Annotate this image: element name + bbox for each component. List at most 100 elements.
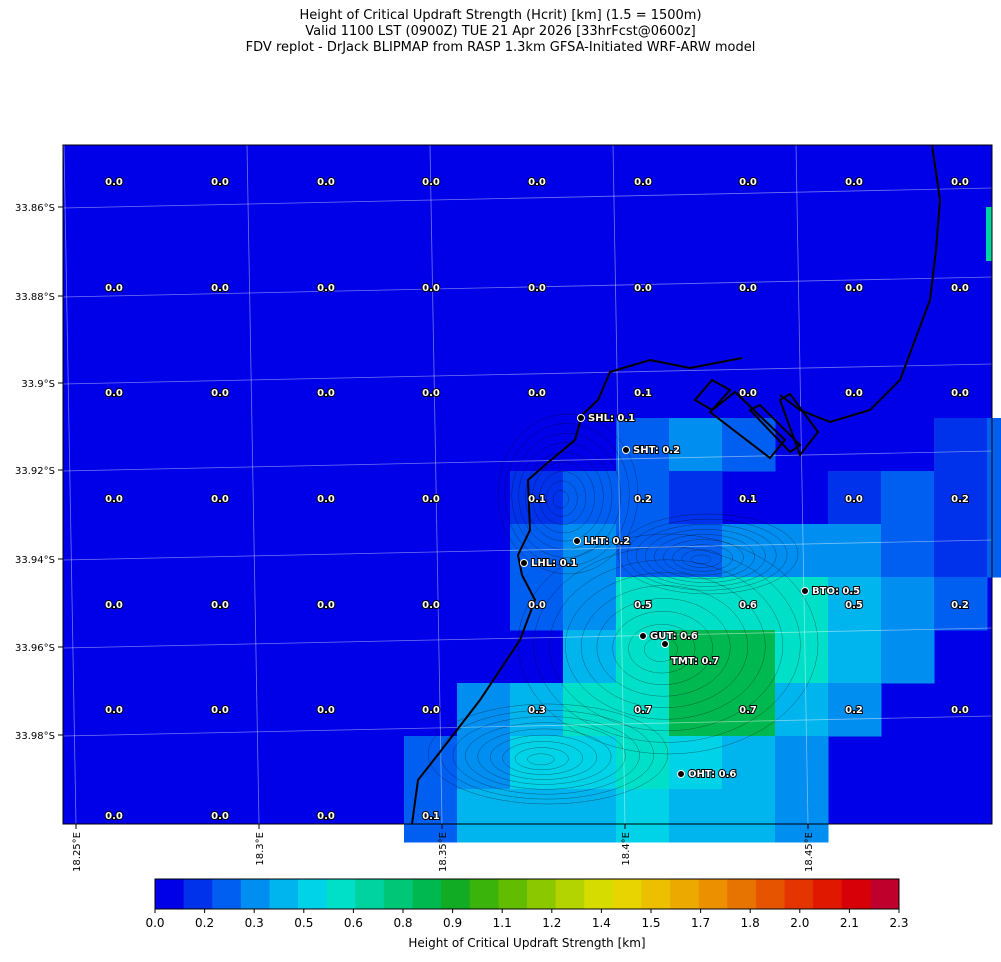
grid-value: 0.6	[739, 600, 757, 611]
grid-value: 0.1	[528, 494, 546, 505]
grid-value: 0.0	[105, 705, 123, 716]
latitude-line	[62, 276, 993, 298]
grid-value: 0.0	[105, 177, 123, 188]
latitude-line	[62, 450, 993, 472]
colorbar-swatch	[670, 879, 700, 909]
colorbar-swatch	[212, 879, 242, 909]
hcrit-cell	[457, 736, 511, 790]
contour-line	[681, 549, 723, 568]
hcrit-cell	[510, 683, 564, 737]
hcrit-cell	[934, 471, 988, 525]
grid-value: 0.2	[845, 705, 863, 716]
hcrit-cell	[510, 471, 564, 525]
hcrit-cell	[616, 418, 670, 472]
contour-line	[489, 734, 598, 780]
hcrit-cell	[722, 683, 776, 737]
hcrit-cell	[881, 577, 935, 631]
grid-value: 0.0	[528, 600, 546, 611]
grid-value: 0.2	[951, 494, 969, 505]
grid-value: 0.0	[211, 177, 229, 188]
contour-line	[643, 636, 678, 662]
station-marker	[520, 559, 528, 567]
hcrit-cell	[616, 789, 670, 843]
contour-line	[612, 611, 713, 685]
hcrit-cell	[881, 471, 935, 525]
colorbar-swatch	[498, 879, 528, 909]
hcrit-cell	[563, 577, 617, 631]
colorbar-swatch	[240, 879, 270, 909]
grid-value: 0.0	[105, 283, 123, 294]
grid-value: 0.1	[739, 494, 757, 505]
coastline	[411, 144, 942, 825]
colorbar-tick-label: 1.8	[741, 916, 760, 930]
hcrit-cell	[510, 789, 564, 843]
lon-tick-label: 18.3°E	[255, 832, 266, 866]
colorbar-swatch	[412, 879, 442, 909]
grid-value: 0.0	[317, 811, 335, 822]
hcrit-cell	[987, 524, 1001, 578]
hcrit-cell	[669, 789, 723, 843]
colorbar-swatch	[755, 879, 785, 909]
colorbar-swatch	[870, 879, 900, 909]
hcrit-cell	[775, 736, 829, 790]
colorbar-tick-label: 0.3	[245, 916, 264, 930]
grid-value: 0.0	[317, 705, 335, 716]
grid-value: 0.0	[317, 177, 335, 188]
grid-value: 0.0	[105, 600, 123, 611]
contour-line	[511, 432, 621, 558]
contour-line	[545, 480, 578, 517]
station-label: LHL: 0.1	[531, 558, 577, 569]
hcrit-cell	[669, 524, 723, 578]
grid-value-labels: 0.0 0.0 0.0 0.0 0.0 0.0 0.0 0.0 0.0 0.0 0.0 0.0 0.0 0…	[104, 176, 970, 823]
contour-line	[626, 518, 788, 591]
hcrit-cell	[828, 577, 882, 631]
hcrit-cell	[934, 418, 988, 472]
lon-tick-label: 18.25°E	[72, 832, 83, 872]
contour-line	[672, 544, 733, 572]
station-markers: SHL: 0.1 SHT: 0.2 LHT: 0.2 LHL: 0.1 BTO: 0.5…	[520, 412, 861, 781]
colorbar-swatch	[841, 879, 871, 909]
lat-tick-label: 33.94°S	[15, 555, 55, 566]
station-marker	[677, 770, 685, 778]
grid-value: 0.0	[211, 388, 229, 399]
longitude-line	[246, 144, 260, 825]
lat-tick-label: 33.98°S	[15, 731, 55, 742]
hcrit-cell	[563, 736, 617, 790]
grid-value: 0.0	[739, 388, 757, 399]
station-marker	[573, 537, 581, 545]
colorbar-swatch	[441, 879, 471, 909]
hcrit-cell	[722, 524, 776, 578]
grid-value: 0.0	[422, 705, 440, 716]
lat-tick-label: 33.9°S	[21, 379, 55, 390]
contour-line	[427, 703, 669, 805]
lon-tick-label: 18.35°E	[438, 832, 449, 872]
contour-line	[502, 741, 583, 775]
hcrit-cell	[828, 524, 882, 578]
colorbar-swatch	[469, 879, 499, 909]
longitude-line	[612, 144, 626, 825]
hcrit-cell	[616, 683, 670, 737]
hcrit-cell	[881, 630, 935, 684]
colorbar-tick-label: 2.0	[790, 916, 809, 930]
hcrit-cell	[563, 524, 617, 578]
hcrit-cell	[828, 683, 882, 737]
colorbar-swatch	[612, 879, 642, 909]
hcrit-cell	[669, 630, 723, 684]
grid-value: 0.0	[634, 177, 652, 188]
hcrit-cell	[669, 418, 723, 472]
latitude-line	[62, 627, 993, 649]
colorbar-swatch	[555, 879, 585, 909]
hcrit-cell	[616, 736, 670, 790]
contour-line	[539, 471, 587, 525]
contour-line	[635, 523, 777, 587]
contour-line	[465, 722, 626, 790]
grid-value: 0.0	[739, 177, 757, 188]
grid-value: 0.5	[634, 600, 652, 611]
station-label: SHL: 0.1	[588, 413, 635, 424]
colorbar-swatch	[269, 879, 299, 909]
colorbar-swatch	[698, 879, 728, 909]
hcrit-cell	[828, 471, 882, 525]
colorbar-tick-label: 1.7	[691, 916, 710, 930]
colorbar-tick-label: 1.1	[493, 916, 512, 930]
hcrit-cell	[722, 418, 776, 472]
